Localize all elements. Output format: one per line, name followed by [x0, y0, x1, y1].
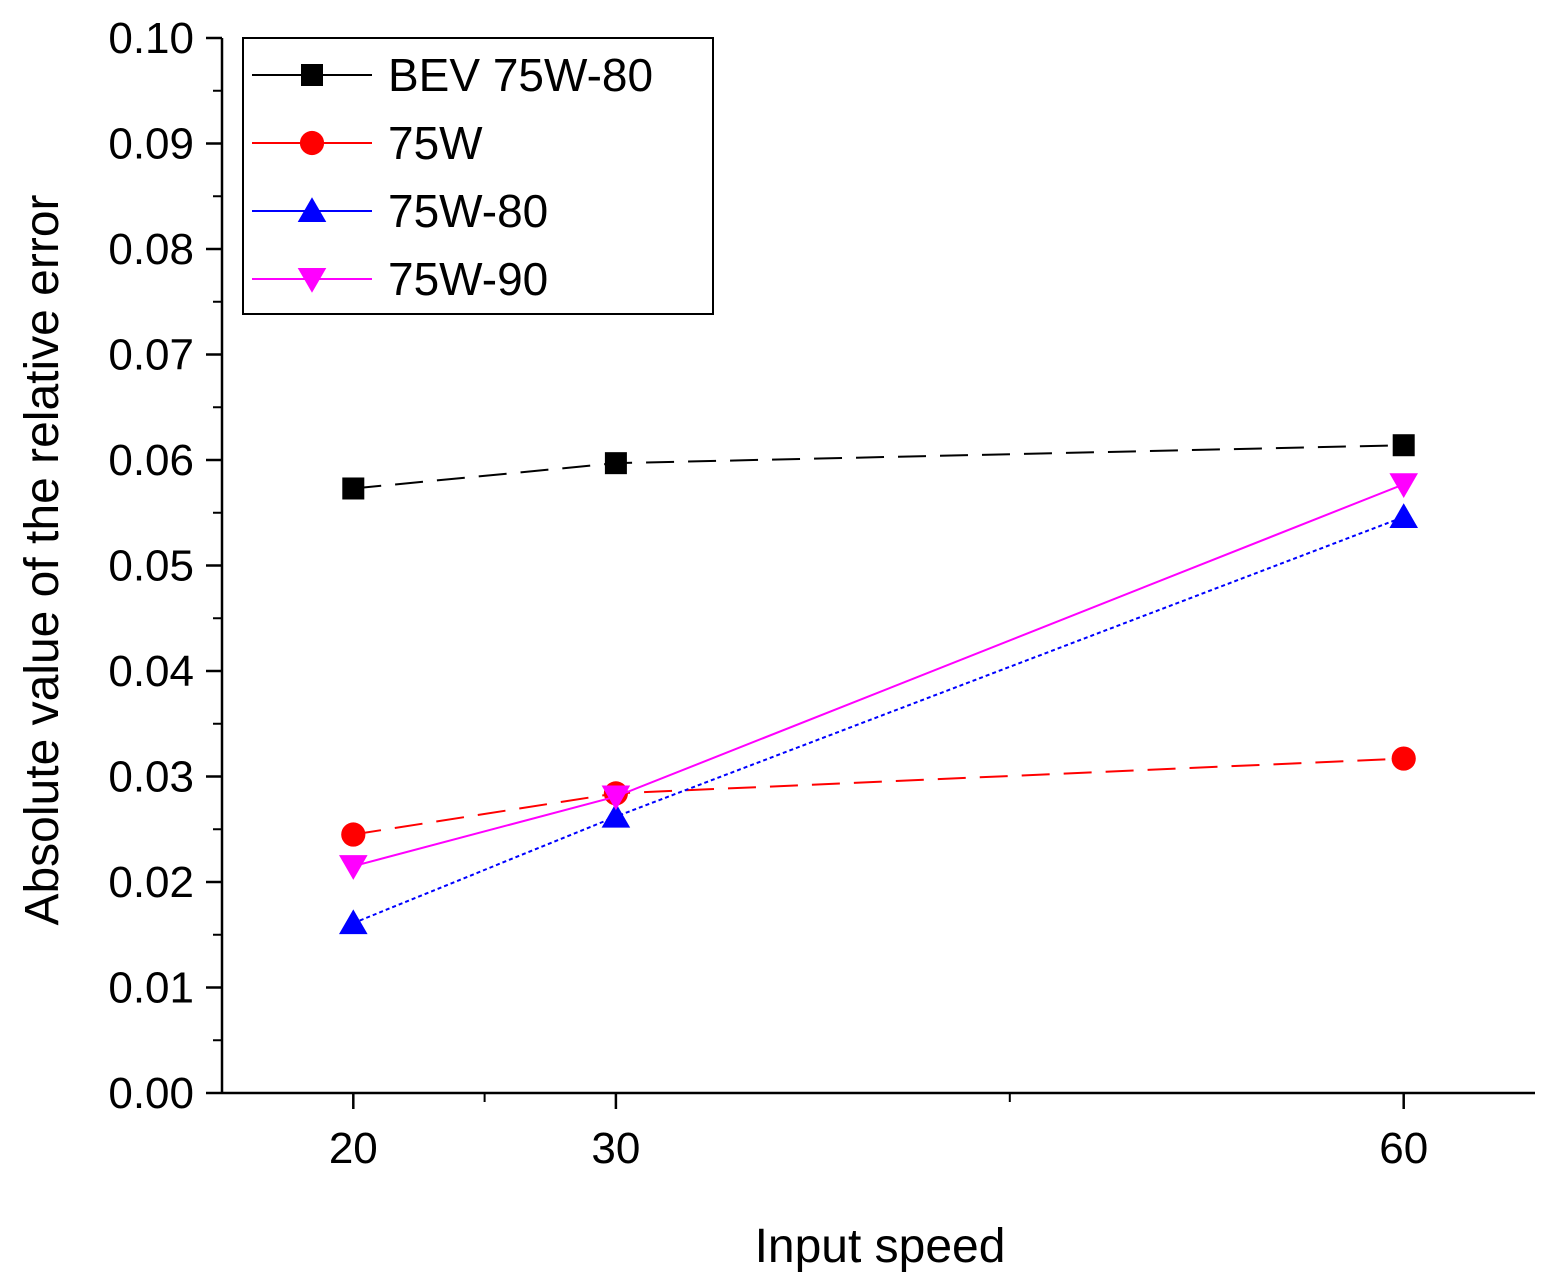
plot-area: 20 30 60 0.000.010.020.030.040.050.060.070… — [108, 14, 1535, 1173]
x-tick-label: 30 — [591, 1124, 640, 1173]
y-tick-label: 0.10 — [108, 14, 194, 63]
data-point-75w-90 — [339, 855, 368, 880]
y-tick-label: 0.01 — [108, 964, 194, 1013]
data-point-75w-80 — [1389, 503, 1418, 528]
y-tick-label: 0.03 — [108, 753, 194, 802]
data-point-bev-75w-80 — [1392, 434, 1415, 457]
y-tick-label: 0.09 — [108, 120, 194, 169]
x-axis-ticks: 20 30 60 — [329, 1093, 1428, 1173]
data-point-75w-80 — [601, 802, 631, 828]
legend-marker — [299, 130, 325, 156]
y-tick-label: 0.06 — [108, 436, 194, 485]
legend-marker — [297, 197, 327, 222]
data-point-bev-75w-80 — [604, 452, 627, 475]
data-point-75w-90 — [1389, 473, 1418, 499]
legend-marker — [301, 64, 323, 86]
y-tick-label: 0.04 — [108, 647, 194, 696]
series-layer — [339, 434, 1418, 935]
series-bev-75w-80 — [342, 434, 1415, 500]
data-point-75w-80 — [339, 909, 368, 935]
data-point-75w — [341, 822, 366, 847]
x-tick-label: 60 — [1379, 1124, 1428, 1173]
y-axis-ticks: 0.00 0.01 0.02 0.03 0.04 0.05 0.06 0.07 0.08 0.09… — [108, 14, 222, 1118]
legend-label: 75W-90 — [388, 253, 548, 305]
series-75w-90 — [339, 473, 1418, 880]
legend-item-bev-75w-80: BEV 75W-80 — [252, 49, 653, 101]
legend: BEV 75W-80 75W 75W-80 75W-90 — [242, 37, 714, 315]
y-tick-label: 0.02 — [108, 858, 194, 907]
legend-item-75w-80: 75W-80 — [252, 185, 548, 237]
data-point-75w — [1391, 746, 1416, 771]
legend-marker — [297, 268, 327, 293]
y-axis-title: Absolute value of the relative error — [16, 194, 69, 925]
legend-items: BEV 75W-80 75W 75W-80 75W-90 — [252, 49, 653, 305]
y-tick-label: 0.00 — [108, 1069, 194, 1118]
x-axis-title: Input speed — [755, 1220, 1006, 1273]
legend-item-75w: 75W — [252, 117, 483, 169]
y-tick-label: 0.07 — [108, 331, 194, 380]
legend-label: BEV 75W-80 — [388, 49, 653, 101]
data-point-bev-75w-80 — [342, 477, 365, 500]
data-point-75w-90 — [601, 785, 631, 811]
x-tick-label: 20 — [329, 1124, 378, 1173]
legend-label: 75W-80 — [388, 185, 548, 237]
y-tick-label: 0.08 — [108, 225, 194, 274]
legend-item-75w-90: 75W-90 — [252, 253, 548, 305]
series-75w-80 — [339, 503, 1418, 935]
y-tick-label: 0.05 — [108, 542, 194, 591]
legend-label: 75W — [388, 117, 483, 169]
